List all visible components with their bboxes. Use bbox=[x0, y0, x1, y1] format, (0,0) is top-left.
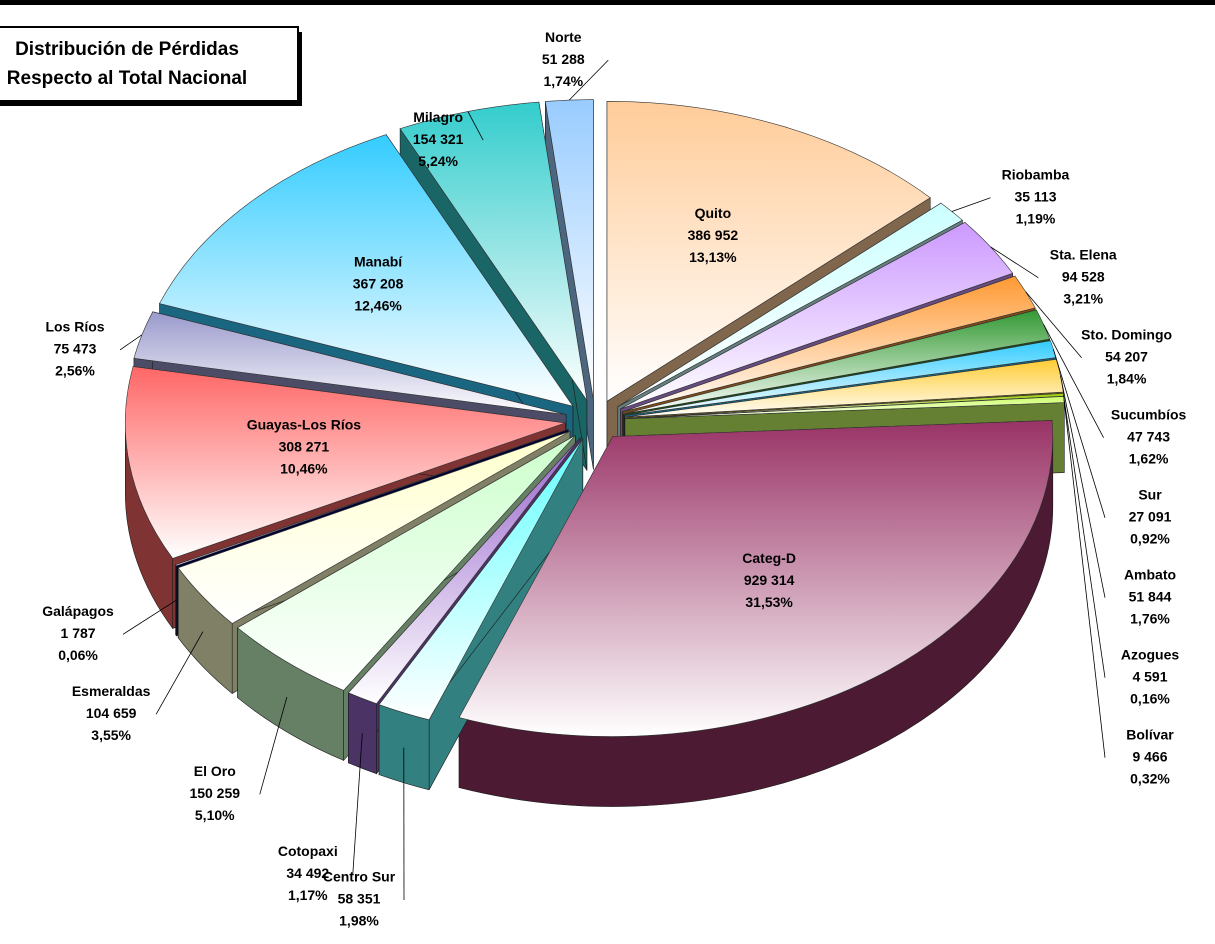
percentage-label: 10,46% bbox=[280, 461, 328, 477]
value-label: 308 271 bbox=[279, 439, 330, 455]
value-label: 35 113 bbox=[1014, 188, 1056, 204]
value-label: 4 591 bbox=[1132, 668, 1167, 684]
leader-line bbox=[352, 733, 363, 875]
value-label: 51 288 bbox=[542, 51, 585, 67]
leader-line bbox=[1025, 291, 1082, 358]
slice bbox=[177, 431, 571, 624]
percentage-label: 1,17% bbox=[288, 887, 328, 903]
percentage-label: 5,24% bbox=[418, 153, 458, 169]
percentage-label: 31,53% bbox=[745, 594, 793, 610]
percentage-label: 1,62% bbox=[1129, 450, 1169, 466]
slice bbox=[544, 99, 594, 400]
percentage-label: 1,19% bbox=[1016, 210, 1056, 226]
chart-subtitle: Respecto al Total Nacional bbox=[7, 68, 247, 89]
leader-line bbox=[467, 111, 484, 141]
value-label: 54 207 bbox=[1105, 348, 1148, 364]
slice-label: Ambato bbox=[1124, 566, 1176, 582]
percentage-label: 3,55% bbox=[91, 727, 131, 743]
leader-line bbox=[1043, 324, 1104, 438]
leader-line bbox=[951, 197, 991, 212]
slice-label: Sta. Elena bbox=[1050, 246, 1117, 262]
slice-label: Sto. Domingo bbox=[1081, 326, 1172, 342]
slice bbox=[347, 437, 581, 705]
slice-label: Galápagos bbox=[42, 603, 114, 619]
value-label: 9 466 bbox=[1132, 748, 1167, 764]
slice-label: Centro Sur bbox=[323, 869, 396, 885]
leader-line bbox=[259, 696, 288, 795]
leader-line bbox=[990, 246, 1039, 279]
value-label: 1 787 bbox=[61, 625, 96, 641]
leader-line bbox=[1052, 348, 1106, 518]
slice-label: Esmeraldas bbox=[72, 683, 151, 699]
slice bbox=[458, 420, 1053, 737]
slice-label: Milagro bbox=[413, 109, 463, 125]
slice bbox=[378, 438, 584, 721]
percentage-label: 1,74% bbox=[543, 73, 583, 89]
slice-label: Riobamba bbox=[1002, 166, 1070, 182]
leader-line bbox=[155, 631, 204, 715]
slice-label: Sucumbíos bbox=[1111, 406, 1187, 422]
slice bbox=[237, 435, 576, 691]
value-label: 94 528 bbox=[1062, 268, 1105, 284]
slice-label: Manabí bbox=[354, 253, 403, 269]
slice-label: Los Ríos bbox=[45, 319, 104, 335]
percentage-label: 2,56% bbox=[55, 363, 95, 379]
leader-line bbox=[1063, 394, 1106, 678]
percentage-label: 0,32% bbox=[1130, 770, 1170, 786]
slice-label: Bolívar bbox=[1126, 726, 1174, 742]
top-bar bbox=[0, 0, 1215, 5]
percentage-label: 1,84% bbox=[1107, 370, 1147, 386]
value-label: 58 351 bbox=[338, 891, 381, 907]
percentage-label: 1,98% bbox=[339, 913, 379, 929]
leader-line bbox=[119, 334, 143, 351]
value-label: 150 259 bbox=[189, 785, 240, 801]
value-label: 27 091 bbox=[1129, 508, 1172, 524]
value-label: 47 743 bbox=[1127, 428, 1170, 444]
percentage-label: 0,92% bbox=[1130, 530, 1170, 546]
percentage-label: 13,13% bbox=[689, 249, 737, 265]
value-label: 154 321 bbox=[413, 131, 464, 147]
leader-line bbox=[569, 59, 609, 101]
percentage-label: 0,16% bbox=[1130, 690, 1170, 706]
slice-label: Norte bbox=[545, 29, 582, 45]
slice-label: Azogues bbox=[1121, 646, 1180, 662]
percentage-label: 1,76% bbox=[1130, 610, 1170, 626]
slice-label: Quito bbox=[695, 205, 732, 221]
slice-label: Categ-D bbox=[742, 550, 796, 566]
slice bbox=[133, 311, 567, 415]
slice bbox=[124, 366, 566, 559]
slice-label: Guayas-Los Ríos bbox=[247, 417, 362, 433]
percentage-label: 3,21% bbox=[1063, 290, 1103, 306]
slice-label: Cotopaxi bbox=[278, 843, 338, 859]
value-label: 75 473 bbox=[54, 341, 97, 357]
leader-line bbox=[1063, 399, 1106, 758]
value-label: 367 208 bbox=[353, 275, 404, 291]
percentage-label: 12,46% bbox=[354, 297, 402, 313]
leader-line bbox=[122, 599, 177, 635]
value-label: 929 314 bbox=[744, 572, 795, 588]
value-label: 386 952 bbox=[688, 227, 739, 243]
slice-label: Sur bbox=[1138, 486, 1162, 502]
value-label: 51 844 bbox=[1129, 588, 1172, 604]
chart-title: Distribución de Pérdidas bbox=[15, 39, 239, 60]
slice bbox=[159, 134, 574, 407]
title-box bbox=[0, 26, 299, 102]
percentage-label: 5,10% bbox=[195, 807, 235, 823]
leader-line bbox=[1060, 375, 1106, 598]
value-label: 104 659 bbox=[86, 705, 137, 721]
percentage-label: 0,06% bbox=[58, 647, 98, 663]
slice-label: El Oro bbox=[194, 763, 236, 779]
slice bbox=[606, 100, 931, 402]
wall-face bbox=[348, 692, 377, 775]
slice bbox=[175, 429, 569, 567]
value-label: 34 492 bbox=[286, 865, 329, 881]
